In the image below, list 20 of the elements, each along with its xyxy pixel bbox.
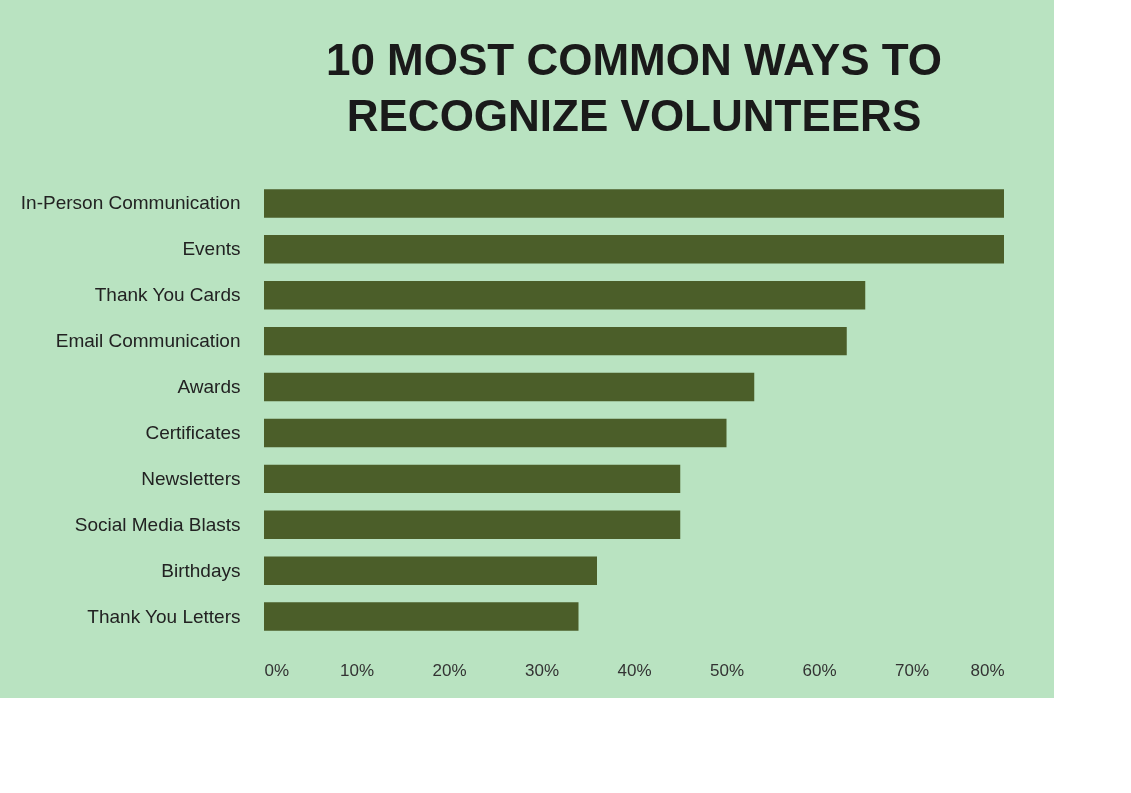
y-tick-label: Social Media Blasts [74,513,241,535]
y-tick-label: In-Person Communication [20,192,241,214]
x-tick-label: 40% [617,660,652,680]
y-tick-label: Newsletters [141,467,241,489]
x-tick-label: 30% [524,660,560,680]
x-tick-label: 10% [339,660,375,680]
y-tick-label: Certificates [145,421,241,443]
y-tick-label: Birthdays [161,559,241,581]
x-tick-label: 80% [970,660,1005,680]
x-tick-label: 20% [432,660,467,680]
y-tick-label: Events [182,238,241,260]
x-tick-label: 50% [709,660,745,680]
y-tick-label: Email Communication [55,330,241,352]
y-tick-label: Thank You Cards [94,284,241,306]
x-tick-label: 0% [264,660,290,680]
y-tick-label: Thank You Letters [87,605,241,627]
x-tick-label: 70% [894,660,930,680]
y-tick-label: Awards [177,376,241,398]
x-tick-label: 60% [802,660,837,680]
chart-title: 10 MOST COMMON WAYS TO RECOGNIZE VOLUNTEERS [325,35,943,140]
